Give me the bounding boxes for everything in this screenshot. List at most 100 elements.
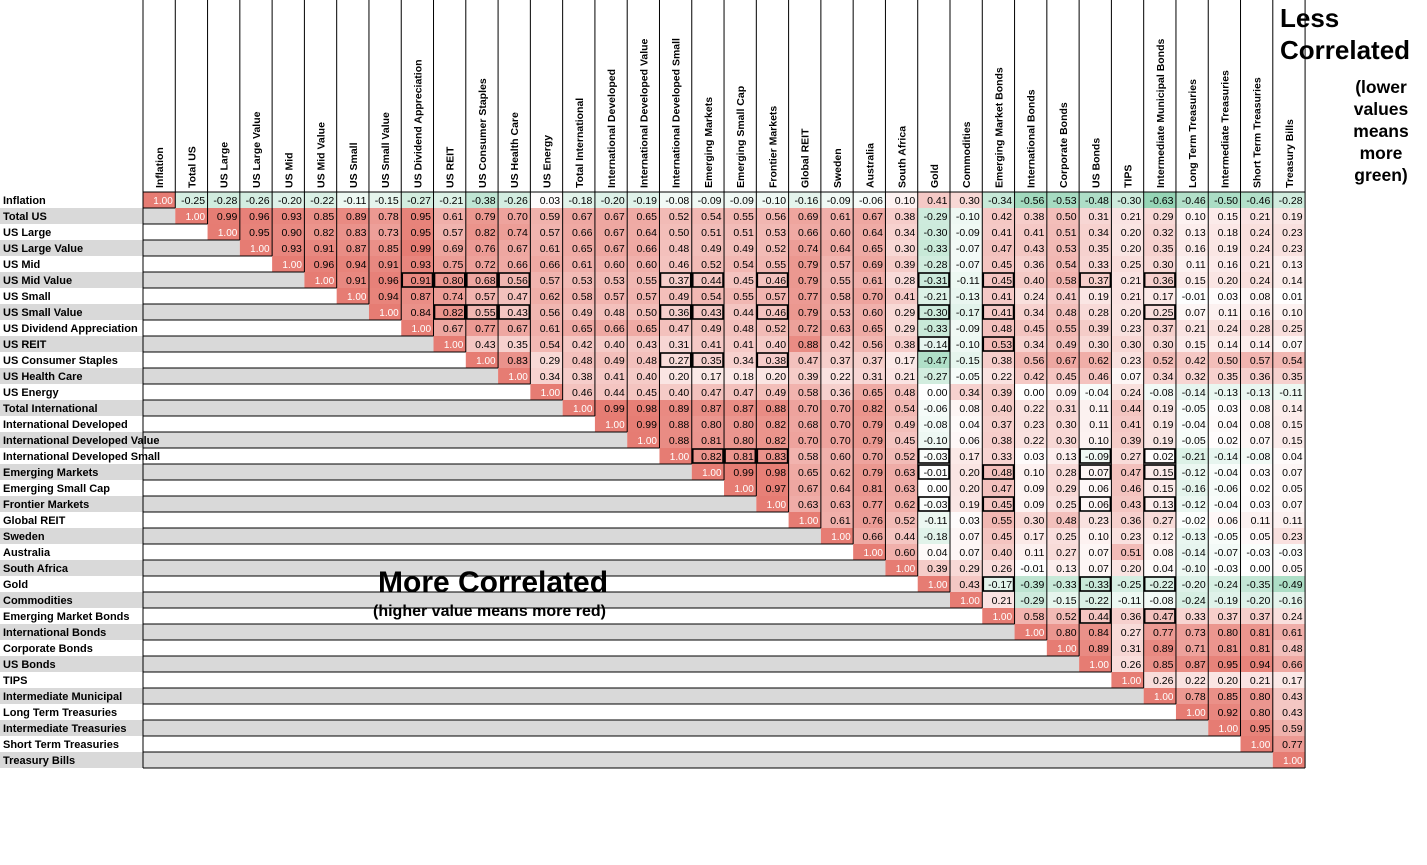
- heatmap-cell: [1175, 688, 1209, 704]
- cell-value-label: 0.00: [927, 387, 948, 399]
- row-label: South Africa: [3, 563, 69, 575]
- heatmap-cell: [917, 400, 950, 416]
- diagonal-value-label: 1.00: [1186, 708, 1206, 719]
- cell-value-label: 0.13: [1282, 259, 1303, 271]
- highlight-box: [1143, 448, 1176, 464]
- cell-value-label: -0.09: [956, 227, 980, 239]
- row-band: [0, 400, 563, 416]
- heatmap-cell: [1240, 688, 1273, 704]
- heatmap-cell: [950, 496, 983, 512]
- cell-value-label: 0.44: [701, 275, 722, 287]
- cell-value-label: 0.03: [1218, 403, 1239, 415]
- cell-value-label: -0.46: [1246, 195, 1270, 207]
- heatmap-cell: [853, 336, 886, 352]
- diagonal-value-label: 1.00: [799, 516, 819, 527]
- cell-value-label: 0.88: [669, 435, 690, 447]
- heatmap-cell: [1208, 384, 1241, 400]
- cell-value-label: 0.87: [733, 403, 754, 415]
- heatmap-cell: [401, 224, 434, 240]
- cell-value-label: 0.18: [733, 371, 754, 383]
- diagonal-value-label: 1.00: [734, 484, 754, 495]
- row-label: US Small: [3, 291, 51, 303]
- cell-value-label: 0.81: [701, 435, 722, 447]
- cell-value-label: 0.23: [1121, 355, 1142, 367]
- cell-value-label: 0.02: [1250, 483, 1271, 495]
- diagonal-value-label: 1.00: [412, 324, 432, 335]
- cell-value-label: 0.47: [507, 291, 528, 303]
- cell-value-label: 0.43: [1121, 499, 1142, 511]
- more-correlated-subtitle: (higher value means more red): [373, 603, 606, 620]
- heatmap-cell: [1014, 464, 1047, 480]
- cell-value-label: 0.96: [249, 211, 270, 223]
- cell-value-label: 0.45: [1056, 371, 1077, 383]
- highlight-box: [756, 272, 789, 288]
- heatmap-cell: [1046, 400, 1080, 416]
- heatmap-cell: [1014, 368, 1047, 384]
- cell-value-label: 0.58: [798, 451, 819, 463]
- cell-value-label: 0.34: [540, 371, 561, 383]
- heatmap-cell: [368, 208, 402, 224]
- cell-value-label: -0.24: [1182, 595, 1206, 607]
- cell-value-label: 0.37: [830, 355, 851, 367]
- heatmap-cell: [1272, 448, 1306, 464]
- cell-value-label: -0.04: [1214, 499, 1238, 511]
- diagonal-value-label: 1.00: [670, 452, 690, 463]
- cell-value-label: 0.23: [1024, 419, 1045, 431]
- row-label: Inflation: [3, 195, 46, 207]
- cell-value-label: 0.93: [411, 259, 432, 271]
- cell-value-label: 0.10: [895, 195, 916, 207]
- heatmap-cell: [1240, 544, 1273, 560]
- cell-value-label: 0.80: [1056, 627, 1077, 639]
- heatmap-cell: [724, 288, 757, 304]
- heatmap-cell: [594, 416, 628, 432]
- cell-value-label: 0.10: [1282, 307, 1303, 319]
- cell-value-label: -0.14: [1182, 547, 1206, 559]
- heatmap-cell: [530, 256, 563, 272]
- diagonal-value-label: 1.00: [218, 228, 238, 239]
- row-band: [0, 720, 1209, 736]
- heatmap-cell: [433, 256, 466, 272]
- heatmap-cell: [1240, 528, 1273, 544]
- heatmap-cell: [982, 384, 1015, 400]
- cell-value-label: 0.87: [411, 291, 432, 303]
- heatmap-cell: [1014, 544, 1047, 560]
- cell-value-label: 0.08: [959, 403, 980, 415]
- cell-value-label: -0.09: [698, 195, 722, 207]
- heatmap-cell: [1272, 240, 1306, 256]
- highlight-box: [1143, 272, 1176, 288]
- cell-value-label: 0.11: [1089, 419, 1109, 431]
- cell-value-label: -0.13: [1214, 387, 1238, 399]
- heatmap-cell: [1240, 496, 1273, 512]
- column-label: Intermediate Treasuries: [1219, 70, 1231, 188]
- cell-value-label: 0.72: [798, 323, 819, 335]
- cell-value-label: 0.89: [669, 403, 690, 415]
- cell-value-label: 0.63: [830, 323, 851, 335]
- column-label: Commodities: [961, 121, 973, 188]
- cell-value-label: 0.67: [604, 227, 625, 239]
- heatmap-cell: [465, 272, 499, 288]
- cell-value-label: -0.06: [1214, 483, 1238, 495]
- cell-value-label: 0.45: [637, 387, 658, 399]
- heatmap-cell: [1111, 224, 1144, 240]
- heatmap-cell: [465, 288, 499, 304]
- cell-value-label: 0.74: [798, 243, 819, 255]
- cell-value-label: 0.88: [798, 339, 819, 351]
- heatmap-cell: [1046, 592, 1080, 608]
- heatmap-cell: [1111, 576, 1144, 592]
- heatmap-cell: [433, 304, 466, 320]
- heatmap-cell: [1143, 496, 1176, 512]
- cell-value-label: 0.57: [540, 227, 561, 239]
- cell-value-label: 0.44: [604, 387, 625, 399]
- heatmap-cell: [304, 192, 337, 208]
- heatmap-cell: [465, 240, 499, 256]
- cell-value-label: 0.06: [1088, 499, 1109, 511]
- heatmap-cell: [1046, 208, 1080, 224]
- heatmap-cell: [272, 240, 305, 256]
- heatmap-cell: [691, 448, 725, 464]
- less-correlated-subtitle: (lower values means more green): [1353, 77, 1409, 185]
- cell-value-label: 0.41: [992, 291, 1013, 303]
- cell-value-label: 0.11: [1283, 515, 1303, 527]
- cell-value-label: 0.10: [1185, 211, 1206, 223]
- cell-value-label: 0.63: [798, 499, 819, 511]
- heatmap-cell: [756, 192, 789, 208]
